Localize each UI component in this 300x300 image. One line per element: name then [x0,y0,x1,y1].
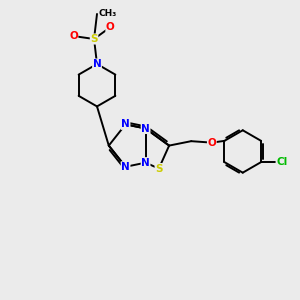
Text: N: N [121,162,130,172]
Text: O: O [106,22,115,32]
Text: S: S [90,34,98,44]
Text: N: N [141,158,150,168]
Text: Cl: Cl [276,157,287,167]
Text: CH₃: CH₃ [98,10,117,19]
Text: N: N [121,119,130,129]
Text: O: O [208,138,216,148]
Text: N: N [141,124,150,134]
Text: N: N [93,59,101,69]
Text: O: O [69,31,78,41]
Text: S: S [155,164,163,173]
